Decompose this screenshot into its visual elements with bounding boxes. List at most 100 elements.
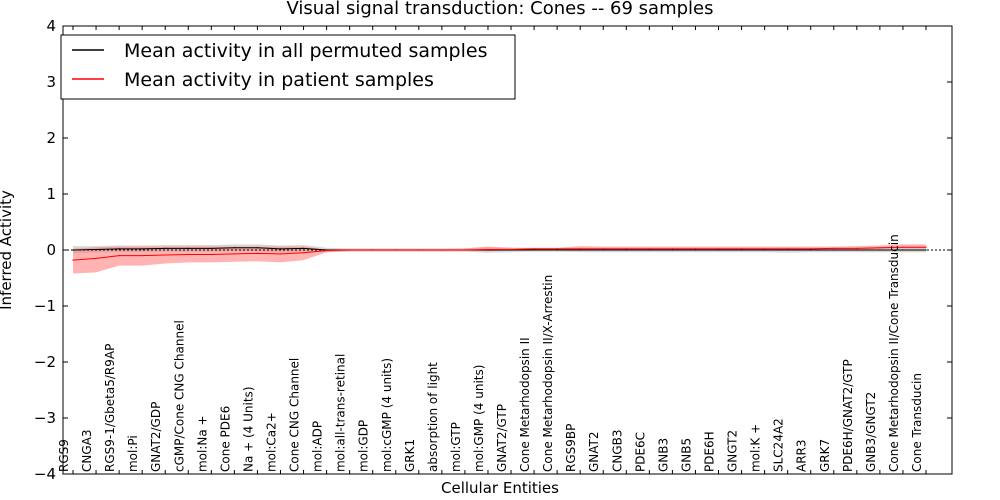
series-0-point: [925, 249, 927, 251]
series-0-point: [187, 247, 189, 249]
series-0-point: [879, 249, 881, 251]
series-0-line: [72, 247, 926, 251]
x-category-label: Cone Metarhodopsin II/Cone Transducin: [887, 234, 901, 472]
series-1-point: [256, 252, 259, 254]
x-category-label: mol:GDP: [357, 420, 371, 472]
x-category-label: Cone Metarhodopsin II/X-Arrestin: [541, 275, 555, 472]
legend-label-permuted: Mean activity in all permuted samples: [124, 40, 487, 62]
series-1-point: [694, 248, 697, 250]
series-1-point: [118, 255, 120, 257]
y-tick-label: −4: [34, 465, 56, 483]
x-category-label: mol:Na +: [195, 415, 209, 472]
series-1-point: [418, 249, 420, 251]
series-1-point: [325, 249, 328, 252]
series-0-point: [279, 248, 282, 250]
x-axis-label: Cellular Entities: [441, 479, 559, 497]
series-1-point: [187, 253, 189, 256]
series-0-point: [556, 249, 558, 251]
plot-frame: [62, 25, 953, 475]
x-category-label: GNAT2/GDP: [149, 402, 163, 472]
x-category-label: Cone Transducin: [910, 373, 924, 472]
series-1-point: [625, 248, 627, 250]
x-category-label: mol:GMP (4 units): [472, 365, 486, 472]
x-category-label: RGS9: [57, 439, 71, 472]
x-category-label: PDE6H: [703, 431, 717, 472]
series-1-point: [233, 253, 235, 255]
series-0-point: [902, 249, 904, 251]
series-0-point: [717, 249, 720, 251]
series-1-point: [510, 248, 512, 251]
legend-label-patient: Mean activity in patient samples: [124, 69, 434, 91]
series-1-point: [487, 248, 489, 251]
x-category-label: ARR3: [795, 439, 809, 472]
x-category-label: RGS9BP: [564, 424, 578, 472]
series-0-point: [302, 247, 305, 249]
series-1-point: [717, 248, 720, 250]
series-0-point: [118, 248, 120, 250]
y-tick-label: 1: [46, 185, 56, 203]
y-tick-label: 3: [46, 73, 56, 91]
series-1-point: [740, 248, 743, 250]
series-1-point: [764, 248, 766, 250]
x-category-label: RGS9-1/Gbeta5/R9AP: [103, 344, 117, 472]
series-0-point: [141, 248, 143, 250]
series-1-point: [72, 259, 74, 261]
series-1-point: [441, 249, 443, 251]
series-0-point: [233, 247, 235, 249]
x-category-label: GNAT2: [587, 431, 601, 472]
series-1-point: [95, 257, 97, 259]
series-0-point: [810, 249, 812, 251]
x-category-label: Na + (4 Units): [241, 386, 255, 472]
series-1-point: [856, 247, 858, 249]
series-0-point: [694, 249, 697, 251]
x-category-label: GRK7: [818, 439, 832, 472]
series-1-point: [671, 248, 674, 250]
series-0-point: [856, 249, 858, 251]
series-0-point: [671, 249, 674, 251]
y-tick-label: −1: [34, 297, 56, 315]
x-category-label: CNGB3: [610, 429, 624, 472]
series-1-point: [810, 248, 812, 250]
series-1-point: [602, 248, 604, 250]
series-0-point: [602, 249, 604, 251]
x-category-label: GNAT2/GTP: [495, 404, 509, 472]
x-category-label: GNB3/GNGT2: [864, 392, 878, 472]
series-1-point: [372, 249, 374, 251]
y-tick-label: −3: [34, 409, 56, 427]
series-1-point: [833, 247, 835, 249]
y-tick-label: 4: [46, 17, 56, 35]
x-category-label: mol:K +: [749, 424, 763, 472]
x-category-label: Cone CNG Channel: [288, 358, 302, 472]
legend-box: [60, 34, 516, 100]
series-1-point: [302, 252, 305, 254]
x-category-label: mol:ADP: [311, 421, 325, 472]
y-tick-label: −2: [34, 353, 56, 371]
series-0-point: [164, 247, 166, 249]
x-category-label: GNGT2: [726, 430, 740, 472]
series-0-point: [787, 249, 789, 251]
series-0-point: [579, 249, 581, 251]
series-1-point: [141, 255, 143, 257]
series-1-point: [164, 254, 166, 256]
series-1-point: [902, 246, 904, 248]
x-category-label: GNB5: [679, 438, 693, 472]
series-1-point: [464, 249, 466, 251]
x-category-label: Cone Metarhodopsin II: [518, 337, 532, 472]
y-axis-label: Inferred Activity: [0, 190, 15, 310]
x-category-label: mol:GTP: [449, 422, 463, 472]
series-0-point: [256, 247, 259, 249]
legend: Mean activity in all permuted samples Me…: [60, 34, 516, 100]
x-category-label: mol:cGMP (4 units): [380, 358, 394, 472]
y-tick-label: 0: [46, 241, 56, 259]
series-0-point: [833, 249, 835, 251]
chart-title: Visual signal transduction: Cones -- 69 …: [286, 0, 713, 19]
x-category-label: cGMP/Cone CNG Channel: [172, 320, 186, 472]
series-0-point: [210, 247, 212, 249]
series-1-point: [579, 248, 581, 250]
x-category-label: GRK1: [403, 439, 417, 472]
series-1-band: [73, 244, 926, 274]
x-category-label: PDE6H/GNAT2/GTP: [841, 359, 855, 472]
series-1-point: [395, 249, 397, 251]
series-1-point: [533, 248, 535, 250]
